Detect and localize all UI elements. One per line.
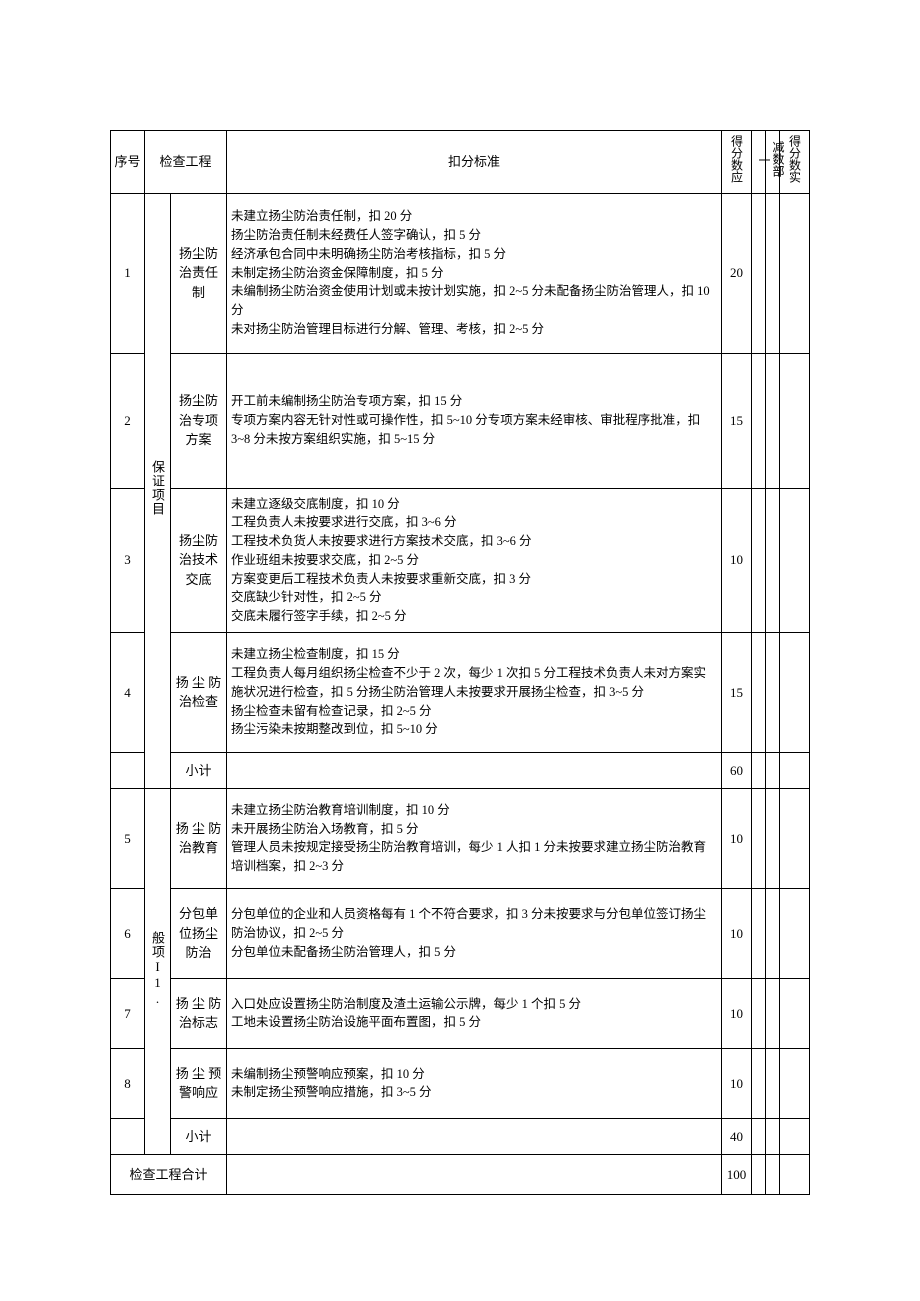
table-row: 1 保证项目 扬尘防治责任制 未建立扬尘防治责任制，扣 20 分扬尘防治责任制未… [111, 193, 810, 353]
criteria-cell [227, 1118, 722, 1154]
seq-cell: 3 [111, 488, 145, 632]
table-row: 7 扬 尘 防治标志 入口处应设置扬尘防治制度及渣土运输公示牌，每少 1 个扣 … [111, 978, 810, 1048]
seq-cell: 6 [111, 888, 145, 978]
item-cell: 扬 尘 防治教育 [171, 788, 227, 888]
deduct-cell [752, 1154, 766, 1194]
table-row: 3 扬尘防治技术交底 未建立逐级交底制度，扣 10 分工程负责人未按要求进行交底… [111, 488, 810, 632]
deduct-cell [752, 788, 766, 888]
criteria-cell: 未建立扬尘防治教育培训制度，扣 10 分未开展扬尘防治入场教育，扣 5 分管理人… [227, 788, 722, 888]
actual-cell [780, 488, 810, 632]
deduct-cell-2 [766, 888, 780, 978]
table-row: 6 分包单位扬尘防治 分包单位的企业和人员资格每有 1 个不符合要求，扣 3 分… [111, 888, 810, 978]
seq-cell: 4 [111, 632, 145, 752]
deduct-cell [752, 1048, 766, 1118]
header-project: 检查工程 [145, 131, 227, 194]
subtotal-label: 小计 [171, 1118, 227, 1154]
seq-cell [111, 1118, 145, 1154]
actual-cell [780, 978, 810, 1048]
actual-cell [780, 632, 810, 752]
criteria-cell: 开工前未编制扬尘防治专项方案，扣 15 分专项方案内容无针对性或可操作性，扣 5… [227, 353, 722, 488]
seq-cell: 2 [111, 353, 145, 488]
criteria-cell: 未编制扬尘预警响应预案，扣 10 分未制定扬尘预警响应措施，扣 3~5 分 [227, 1048, 722, 1118]
deduct-cell-2 [766, 1154, 780, 1194]
header-score-due: 得分数应 [722, 131, 752, 194]
item-cell: 扬 尘 防治检查 [171, 632, 227, 752]
deduct-cell-2 [766, 1048, 780, 1118]
total-row: 检查工程合计 100 [111, 1154, 810, 1194]
category-general: 般项I1. [145, 788, 171, 1154]
score-cell: 60 [722, 752, 752, 788]
deduct-cell [752, 1118, 766, 1154]
seq-cell [111, 752, 145, 788]
header-seq: 序号 [111, 131, 145, 194]
score-cell: 100 [722, 1154, 752, 1194]
criteria-cell: 未建立逐级交底制度，扣 10 分工程负责人未按要求进行交底，扣 3~6 分工程技… [227, 488, 722, 632]
deduct-cell [752, 888, 766, 978]
table-row: 2 扬尘防治专项方案 开工前未编制扬尘防治专项方案，扣 15 分专项方案内容无针… [111, 353, 810, 488]
deduct-cell [752, 632, 766, 752]
seq-cell: 8 [111, 1048, 145, 1118]
deduct-cell-2 [766, 752, 780, 788]
header-row: 序号 检查工程 扣分标准 得分数应 一 减数部 得分数实 [111, 131, 810, 194]
header-criteria: 扣分标准 [227, 131, 722, 194]
seq-cell: 7 [111, 978, 145, 1048]
actual-cell [780, 1118, 810, 1154]
score-cell: 10 [722, 488, 752, 632]
actual-cell [780, 788, 810, 888]
criteria-cell: 入口处应设置扬尘防治制度及渣土运输公示牌，每少 1 个扣 5 分工地未设置扬尘防… [227, 978, 722, 1048]
score-cell: 10 [722, 888, 752, 978]
deduct-cell-2 [766, 1118, 780, 1154]
scoring-table: 序号 检查工程 扣分标准 得分数应 一 减数部 得分数实 1 保证项目 扬尘防治… [110, 130, 810, 1195]
item-cell: 扬尘防治技术交底 [171, 488, 227, 632]
item-cell: 扬 尘 防治标志 [171, 978, 227, 1048]
actual-cell [780, 353, 810, 488]
seq-cell: 1 [111, 193, 145, 353]
total-label: 检查工程合计 [111, 1154, 227, 1194]
deduct-cell-2 [766, 193, 780, 353]
criteria-cell: 未建立扬尘检查制度，扣 15 分工程负责人每月组织扬尘检查不少于 2 次，每少 … [227, 632, 722, 752]
item-cell: 扬尘防治专项方案 [171, 353, 227, 488]
deduct-cell [752, 353, 766, 488]
criteria-cell [227, 752, 722, 788]
score-cell: 40 [722, 1118, 752, 1154]
deduct-cell-2 [766, 353, 780, 488]
deduct-cell [752, 193, 766, 353]
subtotal-row: 小计 40 [111, 1118, 810, 1154]
score-cell: 15 [722, 632, 752, 752]
score-cell: 10 [722, 788, 752, 888]
item-cell: 扬尘防治责任制 [171, 193, 227, 353]
table-row: 8 扬 尘 预警响应 未编制扬尘预警响应预案，扣 10 分未制定扬尘预警响应措施… [111, 1048, 810, 1118]
subtotal-label: 小计 [171, 752, 227, 788]
item-cell: 扬 尘 预警响应 [171, 1048, 227, 1118]
table-row: 4 扬 尘 防治检查 未建立扬尘检查制度，扣 15 分工程负责人每月组织扬尘检查… [111, 632, 810, 752]
deduct-cell-2 [766, 788, 780, 888]
actual-cell [780, 193, 810, 353]
actual-cell [780, 752, 810, 788]
item-cell: 分包单位扬尘防治 [171, 888, 227, 978]
criteria-cell: 分包单位的企业和人员资格每有 1 个不符合要求，扣 3 分未按要求与分包单位签订… [227, 888, 722, 978]
deduct-cell [752, 978, 766, 1048]
deduct-cell-2 [766, 632, 780, 752]
actual-cell [780, 888, 810, 978]
deduct-cell [752, 488, 766, 632]
actual-cell [780, 1154, 810, 1194]
actual-cell [780, 1048, 810, 1118]
deduct-cell-2 [766, 978, 780, 1048]
deduct-cell-2 [766, 488, 780, 632]
table-row: 5 般项I1. 扬 尘 防治教育 未建立扬尘防治教育培训制度，扣 10 分未开展… [111, 788, 810, 888]
score-cell: 20 [722, 193, 752, 353]
score-cell: 10 [722, 978, 752, 1048]
deduct-cell [752, 752, 766, 788]
score-cell: 10 [722, 1048, 752, 1118]
subtotal-row: 小计 60 [111, 752, 810, 788]
category-guarantee: 保证项目 [145, 193, 171, 788]
seq-cell: 5 [111, 788, 145, 888]
criteria-cell: 未建立扬尘防治责任制，扣 20 分扬尘防治责任制未经费任人签字确认，扣 5 分经… [227, 193, 722, 353]
criteria-cell [227, 1154, 722, 1194]
header-deduct-left: 一 [752, 131, 766, 194]
score-cell: 15 [722, 353, 752, 488]
